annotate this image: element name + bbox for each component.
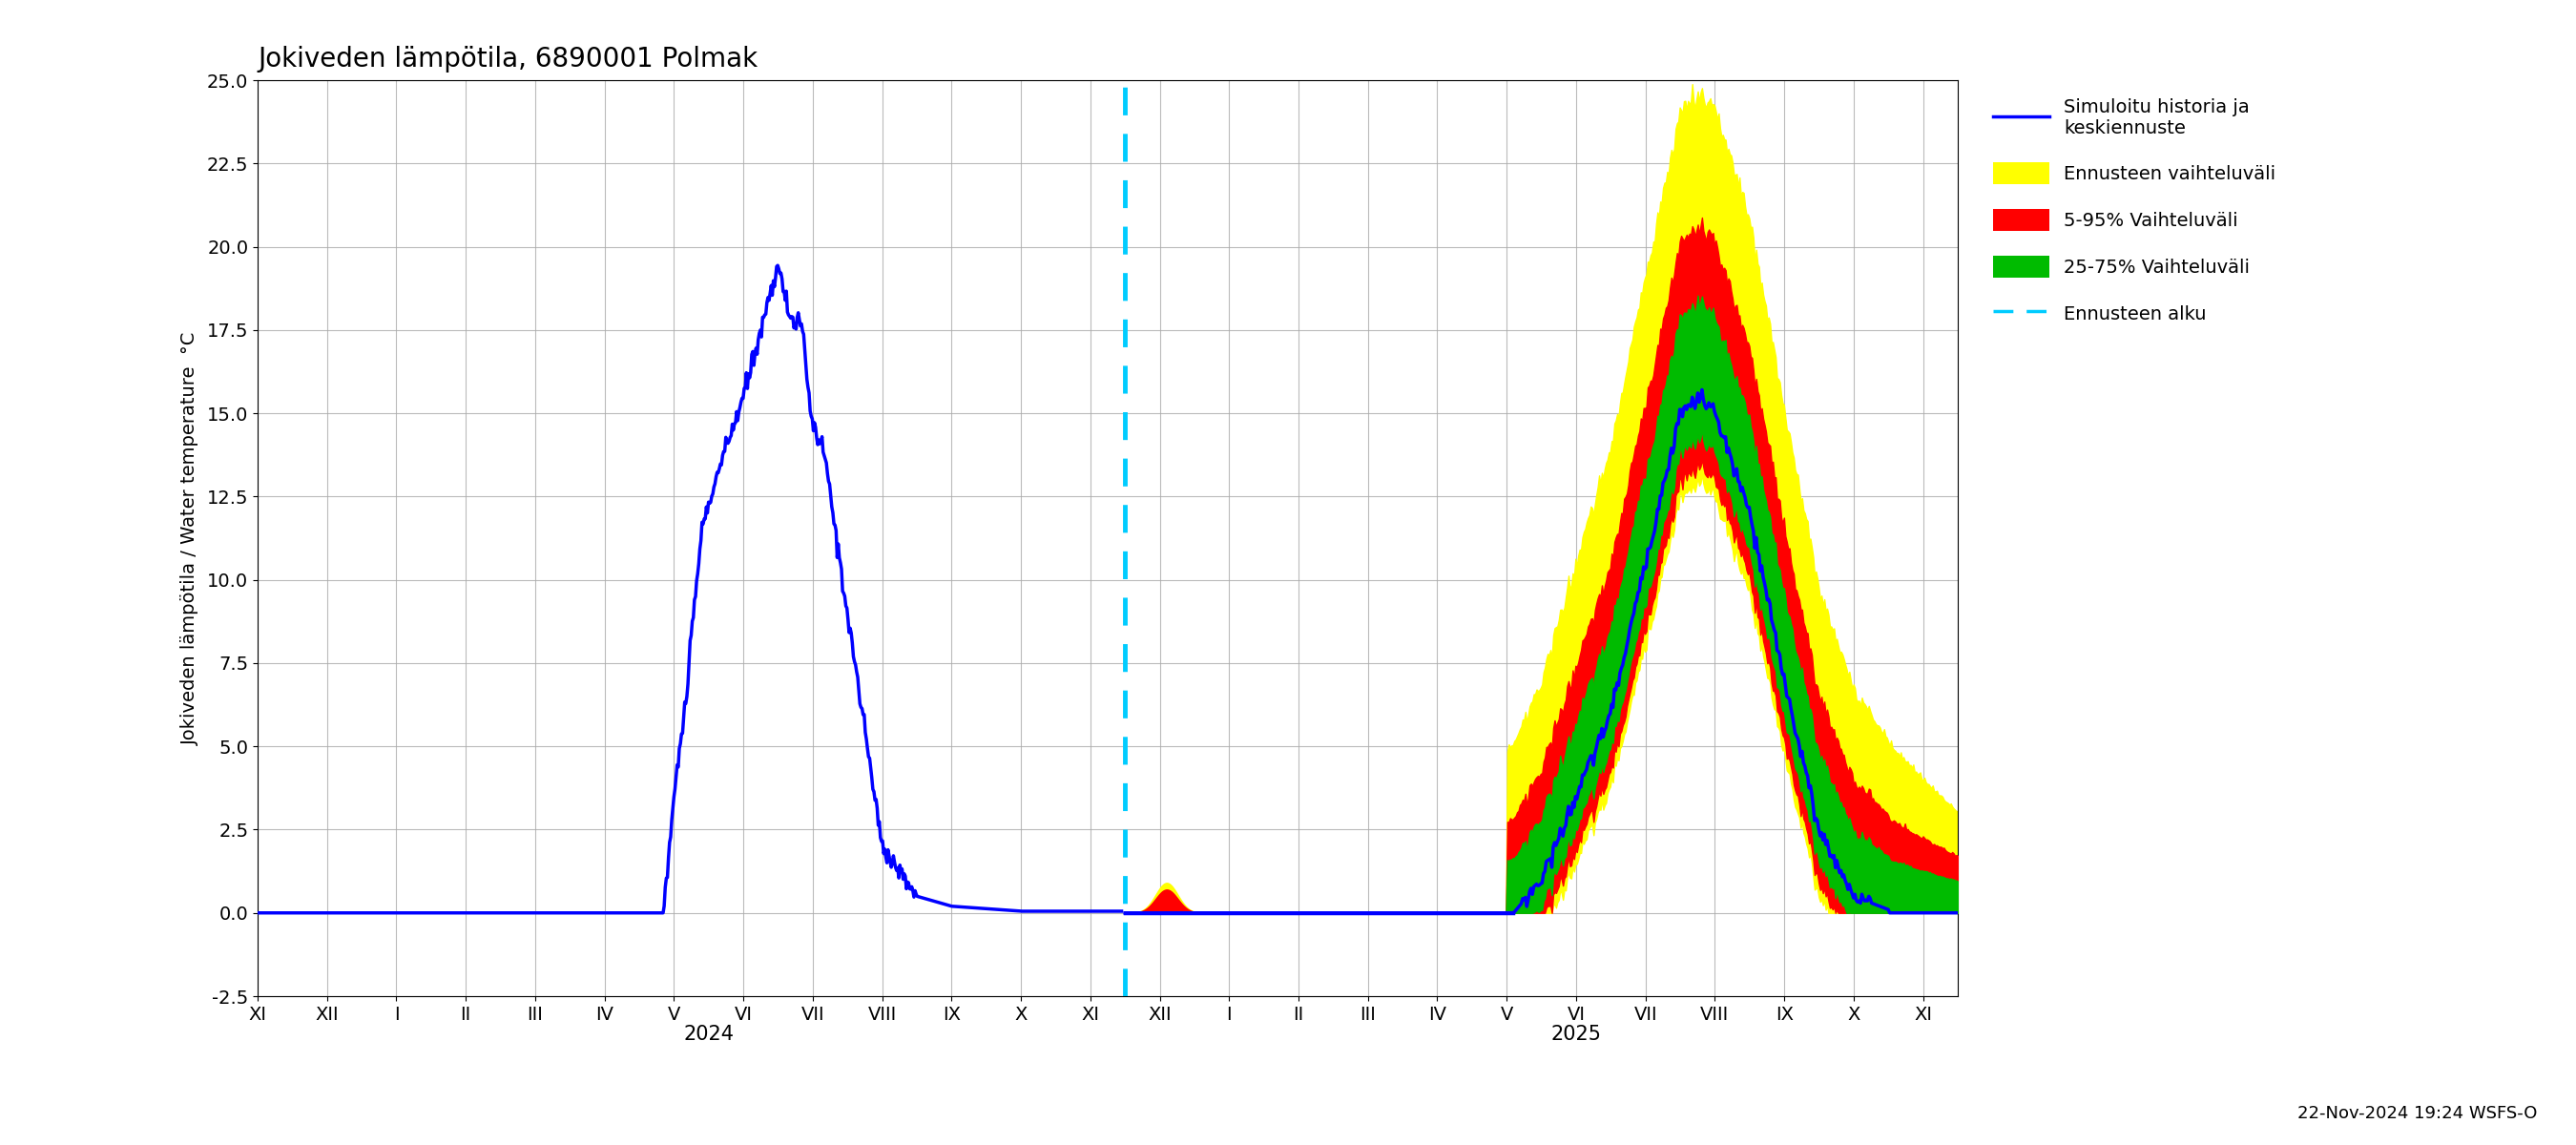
Text: 22-Nov-2024 19:24 WSFS-O: 22-Nov-2024 19:24 WSFS-O: [2298, 1105, 2537, 1122]
Text: 2024: 2024: [683, 1025, 734, 1043]
Text: Jokiveden lämpötila, 6890001 Polmak: Jokiveden lämpötila, 6890001 Polmak: [258, 46, 757, 72]
Y-axis label: Jokiveden lämpötila / Water temperature  °C: Jokiveden lämpötila / Water temperature …: [180, 331, 198, 745]
Text: 2025: 2025: [1551, 1025, 1602, 1043]
Legend: Simuloitu historia ja
keskiennuste, Ennusteen vaihteluväli, 5-95% Vaihteluväli, : Simuloitu historia ja keskiennuste, Ennu…: [1984, 89, 2285, 334]
